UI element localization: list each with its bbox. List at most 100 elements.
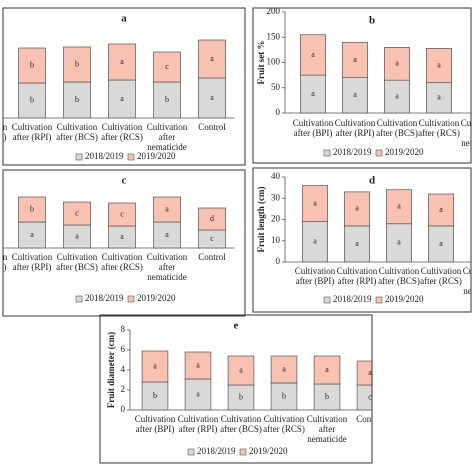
- x-tick-label: Cultivation: [461, 118, 474, 128]
- bar-segment: [63, 46, 91, 83]
- x-tick-label: after (RPI): [13, 262, 52, 272]
- panel-title: e: [234, 320, 239, 332]
- panel-border: [2, 169, 246, 317]
- y-tick-label: 6: [121, 344, 126, 354]
- significance-letter: a: [353, 55, 357, 64]
- bar-segment: [18, 196, 46, 223]
- y-axis-label: Fruit diameter (cm): [106, 332, 116, 408]
- significance-letter: b: [75, 59, 79, 68]
- significance-letter: a: [397, 202, 401, 211]
- legend-label: 2018/2019: [85, 293, 124, 303]
- x-tick-label: after (RPI): [13, 132, 52, 142]
- panel-title: d: [369, 175, 375, 187]
- x-tick-label: Cultivation: [147, 122, 188, 132]
- x-tick-label: nematicide: [461, 138, 474, 148]
- bar-segment: [198, 207, 226, 231]
- x-tick-label: Control: [198, 252, 226, 262]
- x-tick-label: after (BCS): [56, 132, 98, 142]
- significance-letter: a: [437, 60, 441, 69]
- significance-letter: a: [311, 50, 315, 59]
- y-tick-label: 0: [121, 404, 126, 414]
- bar-segment: [428, 193, 454, 227]
- x-tick-label: after (BCS): [220, 424, 262, 434]
- x-tick-label: Cultivation: [293, 118, 334, 128]
- y-tick-label: 2: [121, 384, 126, 394]
- x-tick-label: Cultivation: [379, 266, 420, 276]
- x-tick-label: Cultivation: [295, 266, 336, 276]
- significance-letter: b: [30, 204, 34, 213]
- y-tick-label: 40: [271, 171, 281, 181]
- significance-letter: b: [239, 392, 243, 401]
- x-tick-label: Cultivation: [57, 122, 98, 132]
- bar-segment: [356, 360, 372, 386]
- legend-label: 2019/2020: [385, 294, 424, 304]
- significance-letter: b: [30, 95, 34, 104]
- x-tick-label: after (BPI): [294, 128, 333, 138]
- x-tick-label: nematicide: [307, 434, 346, 444]
- panel-border: [99, 314, 373, 464]
- x-tick-label: after (RCS): [263, 424, 305, 434]
- bar-segment: [227, 355, 255, 386]
- significance-letter: b: [282, 391, 286, 400]
- significance-letter: a: [368, 368, 372, 377]
- panel-title: b: [369, 15, 375, 27]
- significance-letter: a: [165, 230, 169, 239]
- x-tick-label: Cultivation: [147, 252, 188, 262]
- bar-segment: [63, 201, 91, 226]
- legend-swatch: [323, 149, 331, 157]
- bar-segment: [313, 355, 341, 385]
- bar-segment: [426, 48, 452, 84]
- significance-letter: a: [437, 93, 441, 102]
- y-tick-label: 10: [271, 235, 281, 245]
- bar-segment: [141, 350, 169, 383]
- significance-letter: a: [355, 239, 359, 248]
- bar-segment: [386, 223, 412, 263]
- bar-segment: [270, 355, 298, 384]
- x-tick-label: Cultivation: [463, 266, 474, 276]
- significance-letter: a: [397, 238, 401, 247]
- significance-letter: a: [239, 365, 243, 374]
- significance-letter: a: [196, 389, 200, 398]
- bar-segment: [153, 196, 181, 223]
- x-tick-label: Cultivation: [337, 266, 378, 276]
- bar-segment: [108, 202, 136, 227]
- panel-title: a: [121, 13, 127, 25]
- significance-letter: c: [75, 208, 79, 217]
- x-tick-label: Cultivation: [377, 118, 418, 128]
- significance-letter: b: [30, 60, 34, 69]
- significance-letter: a: [120, 232, 124, 241]
- legend-label: 2018/2019: [197, 446, 236, 456]
- x-tick-label: after (RCS): [420, 276, 462, 286]
- bar-segment: [108, 79, 136, 119]
- significance-letter: a: [120, 57, 124, 66]
- x-tick-label: nematicide: [147, 272, 186, 282]
- y-tick-label: 150: [267, 31, 281, 41]
- significance-letter: c: [368, 392, 372, 401]
- legend-swatch: [375, 149, 383, 157]
- x-tick-label: Cultivation: [178, 414, 219, 424]
- y-tick-label: 4: [121, 364, 126, 374]
- x-tick-label: Cultivation: [221, 414, 262, 424]
- x-tick-label: after (RPI): [179, 424, 218, 434]
- x-tick-label: Cultivation: [421, 266, 462, 276]
- significance-letter: a: [353, 90, 357, 99]
- legend-label: 2019/2020: [385, 147, 424, 157]
- x-tick-label: after: [319, 424, 335, 434]
- legend-label: 2019/2020: [137, 293, 176, 303]
- significance-letter: a: [196, 360, 200, 369]
- significance-letter: a: [120, 94, 124, 103]
- x-tick-label: Cultivation: [264, 414, 305, 424]
- legend-swatch: [239, 448, 247, 456]
- significance-letter: a: [75, 231, 79, 240]
- legend-swatch: [127, 153, 135, 161]
- significance-letter: b: [325, 392, 329, 401]
- bar-segment: [18, 47, 46, 84]
- x-tick-label: after (RCS): [101, 262, 143, 272]
- panel-border: [252, 167, 472, 313]
